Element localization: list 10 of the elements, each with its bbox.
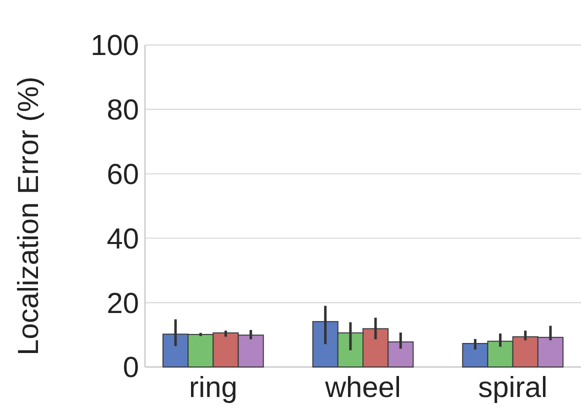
y-tick-label: 60 xyxy=(106,158,139,191)
y-tick-label: 0 xyxy=(122,352,139,384)
y-tick-label: 20 xyxy=(106,288,139,320)
x-tick-label: wheel xyxy=(324,372,401,404)
y-tick-label: 40 xyxy=(106,223,139,256)
y-tick-label: 100 xyxy=(90,30,139,62)
x-tick-label: spiral xyxy=(478,372,548,404)
y-tick-label: 80 xyxy=(106,94,139,127)
x-tick-label: ring xyxy=(188,372,238,404)
y-axis-title: Localization Error (%) xyxy=(13,76,45,356)
